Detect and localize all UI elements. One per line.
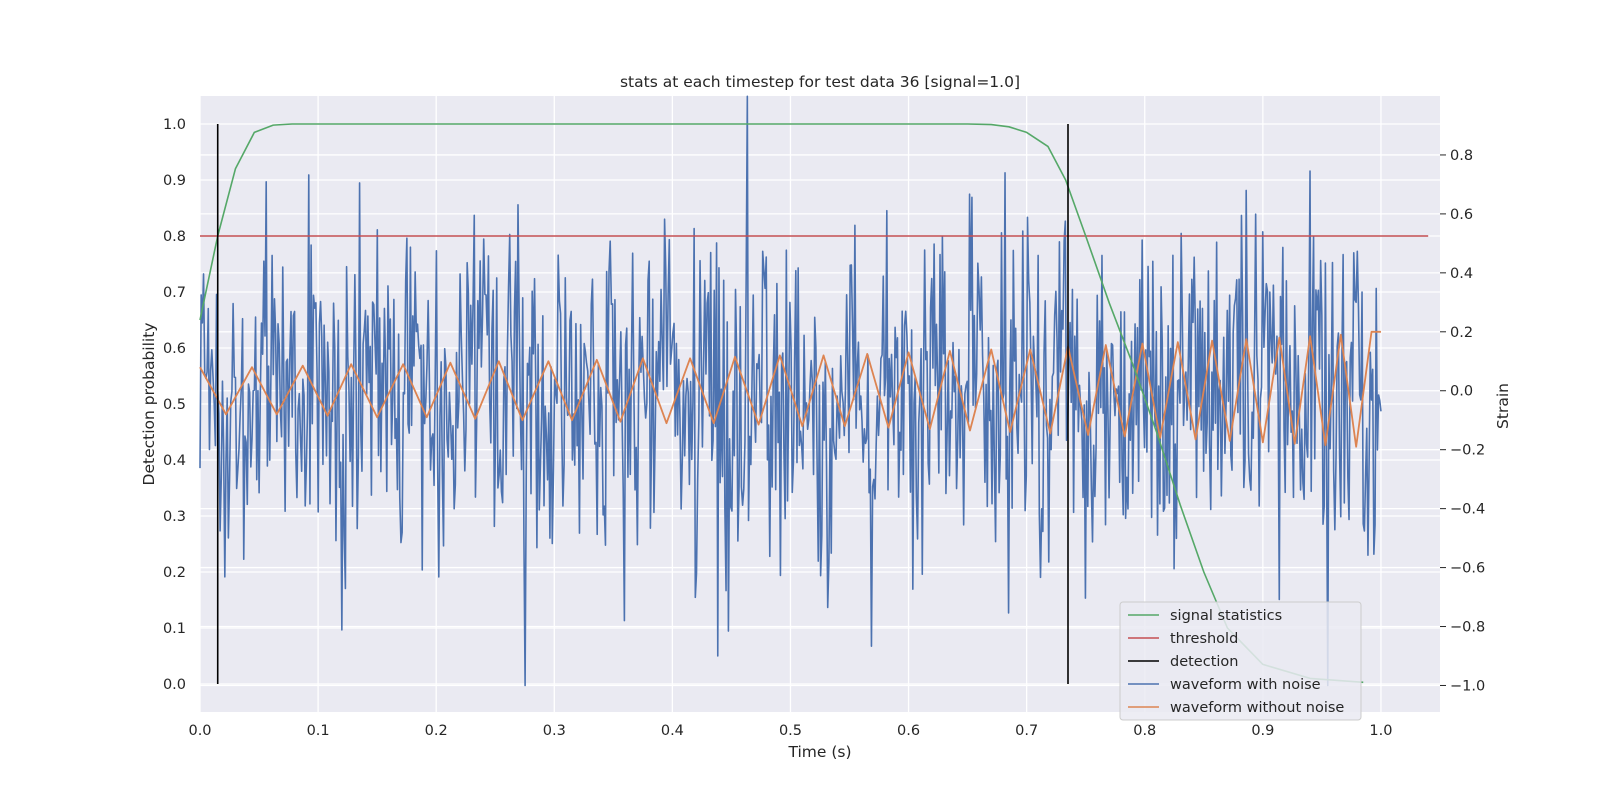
y2-tick-label: 0.2 <box>1450 325 1473 341</box>
legend-label-detection: detection <box>1170 654 1238 670</box>
y2-tick-label: −0.4 <box>1450 502 1485 518</box>
signal-statistics-line <box>199 123 1364 684</box>
y-tick-label: 0.7 <box>163 285 186 301</box>
x-axis-label: Time (s) <box>787 743 851 761</box>
y-tick-label: 0.3 <box>163 509 186 525</box>
x-tick-label: 0.6 <box>897 723 920 739</box>
y-tick-label: 0.9 <box>163 173 186 189</box>
legend-label-signal-statistics: signal statistics <box>1170 608 1282 624</box>
y-tick-label: 1.0 <box>163 117 186 133</box>
y-axis-label: Detection probability <box>140 323 158 486</box>
ticks: 0.0 0.1 0.2 0.3 0.4 0.5 0.6 0.7 0.8 0.9 1.0 0.0 0.1 0… <box>163 117 1485 739</box>
y-tick-label: 0.6 <box>163 341 186 357</box>
waveform-without-noise-line <box>199 330 1381 448</box>
y2-tick-label: −0.6 <box>1450 561 1485 577</box>
y2-tick-label: −0.2 <box>1450 443 1485 459</box>
x-tick-label: 0.7 <box>1015 723 1038 739</box>
y-tick-label: 0.4 <box>163 453 186 469</box>
x-tick-label: 0.1 <box>307 723 330 739</box>
y2-tick-label: 0.8 <box>1450 148 1473 164</box>
x-tick-label: 0.4 <box>661 723 684 739</box>
x-tick-label: 1.0 <box>1369 723 1392 739</box>
legend-box <box>1119 601 1362 721</box>
y-tick-label: 0.5 <box>163 397 186 413</box>
y2-tick-label: −1.0 <box>1450 678 1485 694</box>
legend-label-waveform-with-noise: waveform with noise <box>1170 677 1321 693</box>
y2-tick-label: 0.0 <box>1450 384 1473 400</box>
legend: signal statistics threshold detection wa… <box>1119 601 1362 721</box>
chart-title: stats at each timestep for test data 36 … <box>620 73 1020 91</box>
series <box>199 95 1429 687</box>
y2-axis-label: Strain <box>1494 383 1512 429</box>
x-tick-label: 0.0 <box>188 723 211 739</box>
y2-tick-label: 0.4 <box>1450 266 1473 282</box>
y2-tick-label: 0.6 <box>1450 207 1473 223</box>
x-tick-label: 0.3 <box>543 723 566 739</box>
x-tick-label: 0.9 <box>1251 723 1274 739</box>
x-tick-label: 0.2 <box>425 723 448 739</box>
x-tick-label: 0.5 <box>779 723 802 739</box>
y-tick-label: 0.1 <box>163 621 186 637</box>
x-tick-label: 0.8 <box>1133 723 1156 739</box>
y2-tick-label: −0.8 <box>1450 620 1485 636</box>
legend-label-threshold: threshold <box>1170 631 1238 647</box>
y-tick-label: 0.8 <box>163 229 186 245</box>
legend-label-waveform-without-noise: waveform without noise <box>1170 700 1344 716</box>
waveform-with-noise-line <box>199 95 1382 687</box>
y-tick-label: 0.0 <box>163 677 186 693</box>
y-tick-label: 0.2 <box>163 565 186 581</box>
